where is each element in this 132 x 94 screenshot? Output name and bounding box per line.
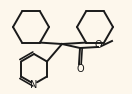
Text: N: N [30,80,38,89]
Text: O: O [95,41,102,50]
Text: O: O [76,64,84,74]
